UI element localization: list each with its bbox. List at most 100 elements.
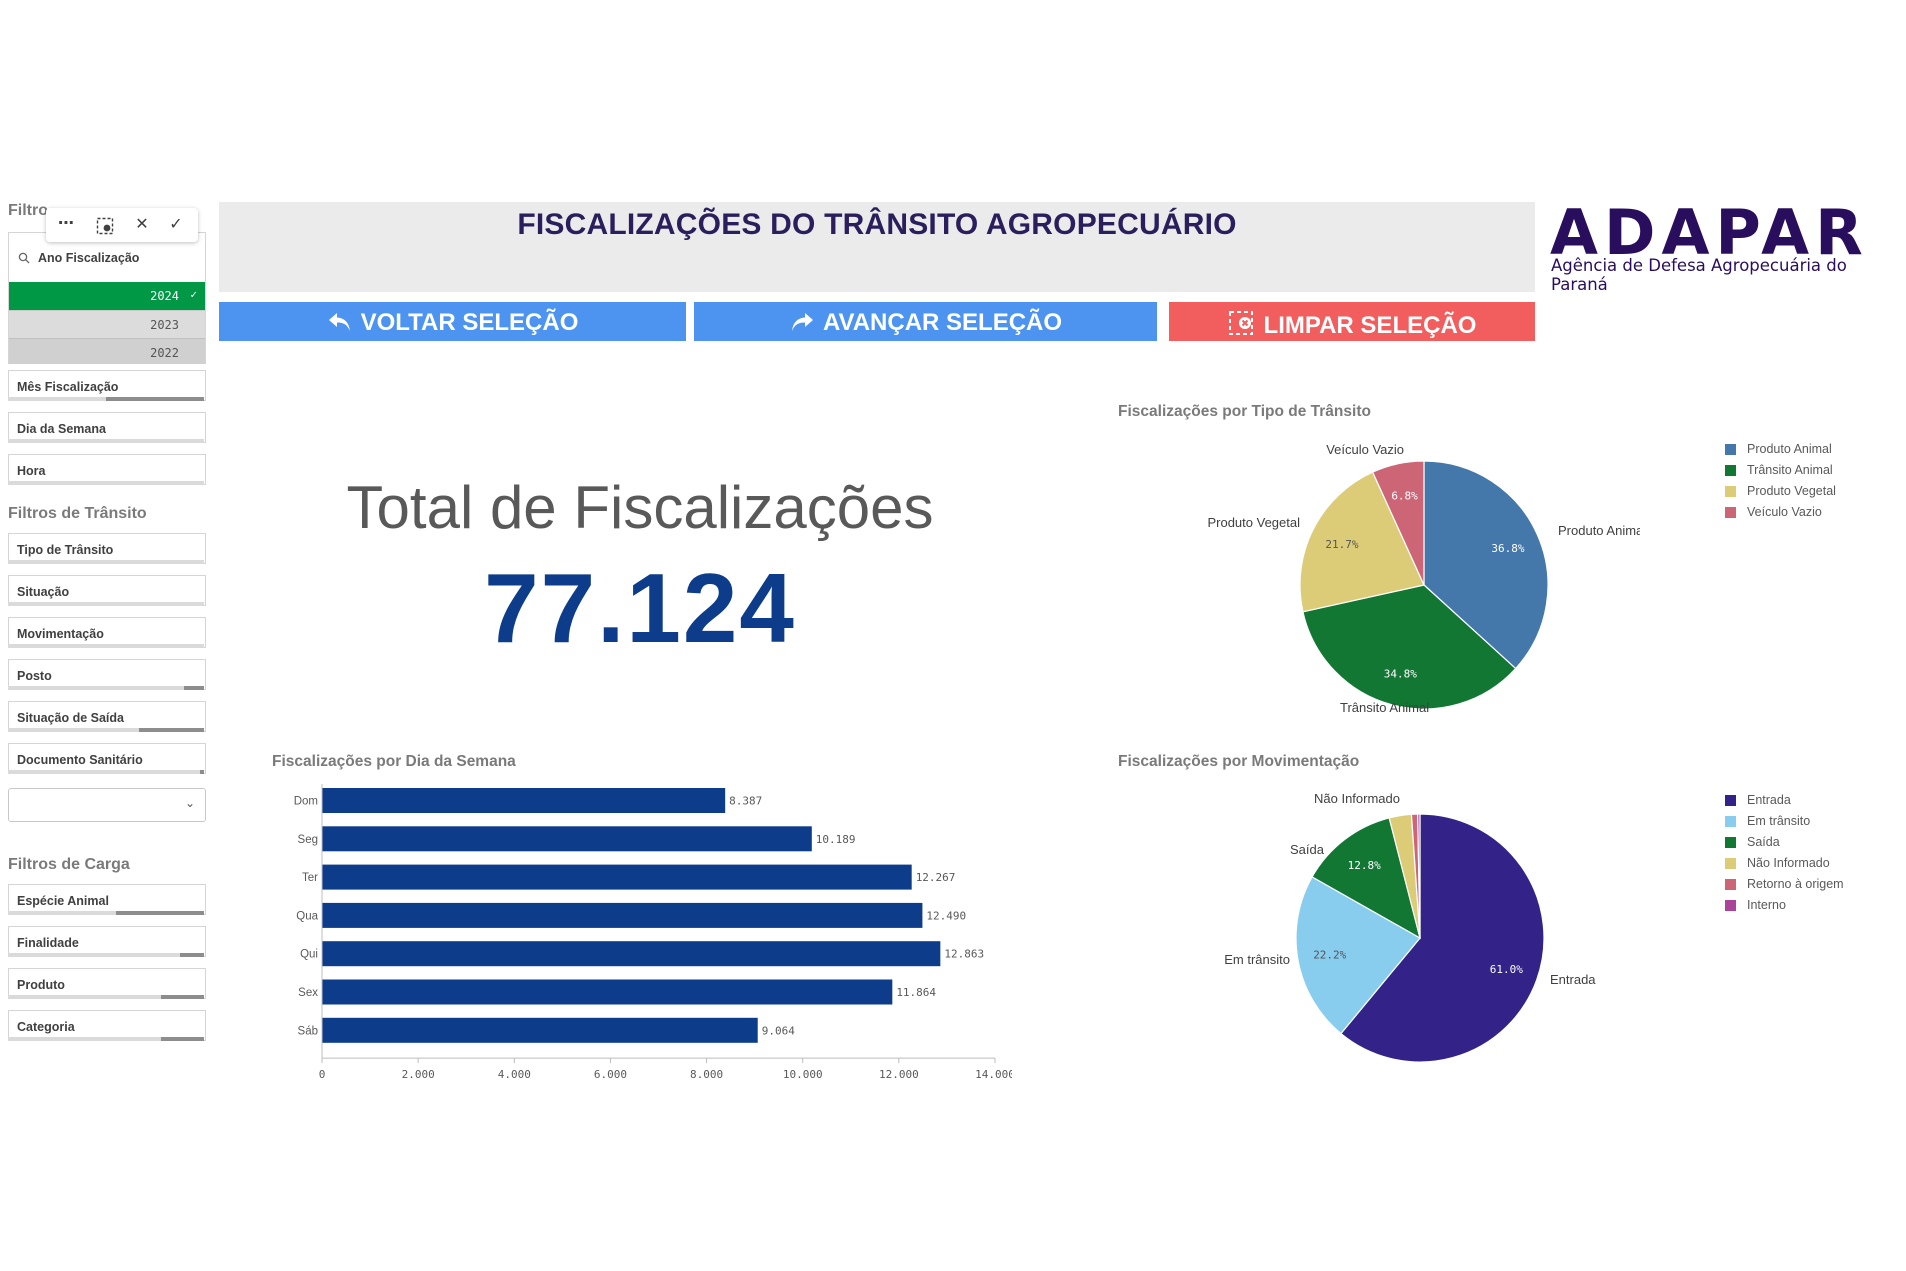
undo-arrow-icon [328,313,350,331]
legend-item[interactable]: Produto Animal [1725,442,1836,463]
legend-label: Em trânsito [1747,814,1811,828]
filter-esp-cie-animal[interactable]: Espécie Animal [8,884,206,915]
ano-fiscalizacao-listbox[interactable]: Ano Fiscalização 2024 ✓ 2023 2022 [8,232,206,364]
bar-value-label: 10.189 [816,833,856,846]
bar-value-label: 12.490 [926,909,966,922]
filter-tipo-de-tr-nsito[interactable]: Tipo de Trânsito [8,533,206,564]
bar-dom[interactable] [322,788,726,813]
filter-finalidade[interactable]: Finalidade [8,926,206,957]
bar-category-label: Qui [300,949,318,961]
back-selection-button[interactable]: VOLTAR SELEÇÃO [219,302,686,341]
adapar-logo-subtitle: Agência de Defesa Agropecuária do Paraná [1551,256,1847,294]
filter-label: Tipo de Trânsito [17,543,114,557]
legend-label: Interno [1747,898,1786,912]
filter-selection-bar [8,770,204,774]
filter-selection-bar [8,481,204,485]
legend-item[interactable]: Saída [1725,835,1844,856]
filter-label: Mês Fiscalização [17,380,119,394]
pie-slice-produto-animal[interactable] [1423,460,1549,670]
x-tick-label: 6.000 [594,1068,627,1081]
filter-label: Espécie Animal [17,894,109,908]
legend-item[interactable]: Veículo Vazio [1725,505,1836,526]
year-option-2024[interactable]: 2024 ✓ [9,282,205,310]
legend-item[interactable]: Entrada [1725,793,1844,814]
pie-percent-label: 6.8% [1391,489,1418,502]
cancel-selection-button[interactable]: ✕ [135,216,149,233]
pie-slice-produto-vegetal[interactable] [1299,471,1425,613]
year-option-2023[interactable]: 2023 [9,310,205,338]
pie-slice-ve-culo-vazio[interactable] [1371,460,1425,586]
bar-category-label: Sex [298,987,318,999]
year-value: 2024 [150,289,179,303]
select-in-field-icon[interactable] [96,217,114,235]
pie-outer-label: Não Informado [1314,791,1400,806]
x-tick-label: 10.000 [783,1068,823,1081]
pie-slice-interno[interactable] [1417,813,1421,939]
ano-fiscalizacao-label: Ano Fiscalização [38,251,140,265]
tipo-transito-pie-chart[interactable]: 36.8% Produto Animal 34.8% Trânsito Animal 2… [1180,430,1640,730]
back-selection-label: VOLTAR SELEÇÃO [360,309,579,336]
filter-categoria[interactable]: Categoria [8,1010,206,1041]
chevron-down-icon: ⌄ [184,796,195,810]
bar-qua[interactable] [322,902,923,928]
legend-label: Veículo Vazio [1747,505,1822,519]
pie-outer-label: Produto Vegetal [1207,515,1300,530]
adapar-logo: ADAPAR [1550,196,1869,269]
pie-outer-label: Em trânsito [1224,952,1290,967]
filter-produto[interactable]: Produto [8,968,206,999]
filter-selection-bar [8,953,204,957]
legend-item[interactable]: Produto Vegetal [1725,484,1836,505]
movimentacao-legend: Entrada Em trânsito Saída Não Informado Reto… [1725,793,1844,919]
filter-label: Documento Sanitário [17,753,143,767]
filter-situa-o-de-sa-da[interactable]: Situação de Saída [8,701,206,732]
filter-label: Situação [17,585,70,599]
bar-ter[interactable] [322,864,912,890]
weekday-bar-chart[interactable]: Dom 8.387 Seg 10.189 Ter 12.267 Qua 12.490 Qui 12… [272,780,1012,1090]
pie-slice-sa-da[interactable] [1311,817,1421,940]
filter-selection-bar [8,911,204,915]
bar-sex[interactable] [322,979,893,1005]
legend-label: Saída [1747,835,1780,849]
more-options-button[interactable]: ⋯ [58,215,74,232]
legend-swatch [1725,444,1736,455]
legend-item[interactable]: Em trânsito [1725,814,1844,835]
filter-selection-bar [8,439,204,443]
legend-swatch [1725,900,1736,911]
movimentacao-pie-chart[interactable]: 61.0% Entrada 22.2% Em trânsito 12.8% Saída Nã… [1180,780,1640,1080]
legend-item[interactable]: Interno [1725,898,1844,919]
extra-filter-dropdown[interactable]: ⌄ [8,788,206,822]
pie-slice-tr-nsito-animal[interactable] [1302,584,1517,710]
legend-swatch [1725,465,1736,476]
bar-sáb[interactable] [322,1017,758,1043]
legend-item[interactable]: Não Informado [1725,856,1844,877]
filter-documento-sanit-rio[interactable]: Documento Sanitário [8,743,206,774]
filter-movimenta-o[interactable]: Movimentação [8,617,206,648]
bar-category-label: Sáb [298,1025,318,1037]
pie-slice-entrada[interactable] [1340,813,1545,1063]
filter-hora[interactable]: Hora [8,454,206,485]
year-option-2022[interactable]: 2022 [9,338,205,364]
confirm-selection-button[interactable]: ✓ [169,216,183,233]
bar-value-label: 12.267 [916,871,956,884]
clear-selection-button[interactable]: LIMPAR SELEÇÃO [1169,302,1535,341]
pie-slice-em-tr-nsito[interactable] [1295,876,1421,1035]
pie-percent-label: 34.8% [1384,668,1417,681]
filter-dia-da-semana[interactable]: Dia da Semana [8,412,206,443]
bar-seg[interactable] [322,826,812,852]
clear-selection-label: LIMPAR SELEÇÃO [1263,312,1477,339]
bar-qui[interactable] [322,941,941,967]
forward-selection-button[interactable]: AVANÇAR SELEÇÃO [694,302,1157,341]
legend-label: Entrada [1747,793,1791,807]
legend-label: Produto Vegetal [1747,484,1836,498]
filter-situa-o[interactable]: Situação [8,575,206,606]
filter-label: Produto [17,978,65,992]
pie-outer-label: Saída [1290,842,1325,857]
pie-outer-label: Produto Animal [1558,523,1640,538]
filter-m-s-fiscaliza-o[interactable]: Mês Fiscalização [8,370,206,401]
pie-percent-label: 12.8% [1348,859,1381,872]
legend-item[interactable]: Trânsito Animal [1725,463,1836,484]
pie-percent-label: 36.8% [1491,542,1524,555]
filter-posto[interactable]: Posto [8,659,206,690]
filter-selection-bar [8,686,204,690]
legend-item[interactable]: Retorno à origem [1725,877,1844,898]
